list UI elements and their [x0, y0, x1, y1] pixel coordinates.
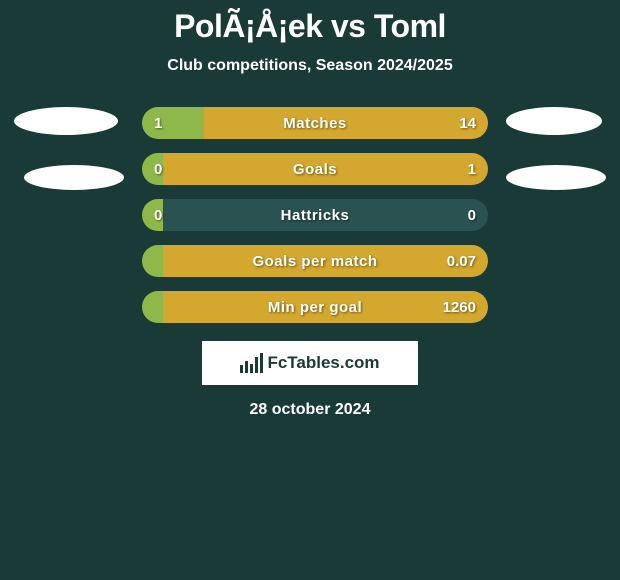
- player-left-avatar-1: [14, 107, 118, 135]
- player-right-avatar-2: [506, 165, 606, 190]
- stat-bar-left-fill: [142, 245, 163, 277]
- player-right-avatar-1: [506, 107, 602, 135]
- stat-label: Goals per match: [252, 253, 377, 270]
- stat-right-value: 1: [468, 161, 476, 178]
- left-avatar-column: [14, 107, 124, 190]
- stat-bar-left-fill: [142, 291, 163, 323]
- player-left-avatar-2: [24, 165, 124, 190]
- stat-bar: Goals per match 0.07: [142, 245, 488, 277]
- stat-left-value: 1: [154, 115, 162, 132]
- stat-label: Min per goal: [268, 299, 362, 316]
- stat-label: Goals: [293, 161, 337, 178]
- right-avatar-column: [506, 107, 606, 190]
- stat-bar-left-fill: [142, 107, 204, 139]
- stat-right-value: 1260: [443, 299, 476, 316]
- stat-left-value: 0: [154, 161, 162, 178]
- logo-chart-icon: [240, 353, 263, 373]
- card-subtitle: Club competitions, Season 2024/2025: [0, 57, 620, 75]
- comparison-card: PolÃ¡Å¡ek vs Toml Club competitions, Sea…: [0, 0, 620, 419]
- stat-left-value: 0: [154, 207, 162, 224]
- date-footnote: 28 october 2024: [0, 401, 620, 419]
- stats-column: 1 Matches 14 0 Goals 1 0 Hattricks 0 Goals per ma…: [142, 107, 488, 323]
- stat-label: Hattricks: [281, 207, 350, 224]
- stat-bar: Min per goal 1260: [142, 291, 488, 323]
- stat-bar: 1 Matches 14: [142, 107, 488, 139]
- stat-right-value: 14: [459, 115, 476, 132]
- source-logo[interactable]: FcTables.com: [202, 341, 418, 385]
- stat-right-value: 0.07: [447, 253, 476, 270]
- stat-bar: 0 Goals 1: [142, 153, 488, 185]
- stat-bar: 0 Hattricks 0: [142, 199, 488, 231]
- content-row: 1 Matches 14 0 Goals 1 0 Hattricks 0 Goals per ma…: [0, 107, 620, 323]
- logo-text: FcTables.com: [267, 353, 379, 373]
- stat-label: Matches: [283, 115, 347, 132]
- card-title: PolÃ¡Å¡ek vs Toml: [0, 8, 620, 45]
- stat-right-value: 0: [468, 207, 476, 224]
